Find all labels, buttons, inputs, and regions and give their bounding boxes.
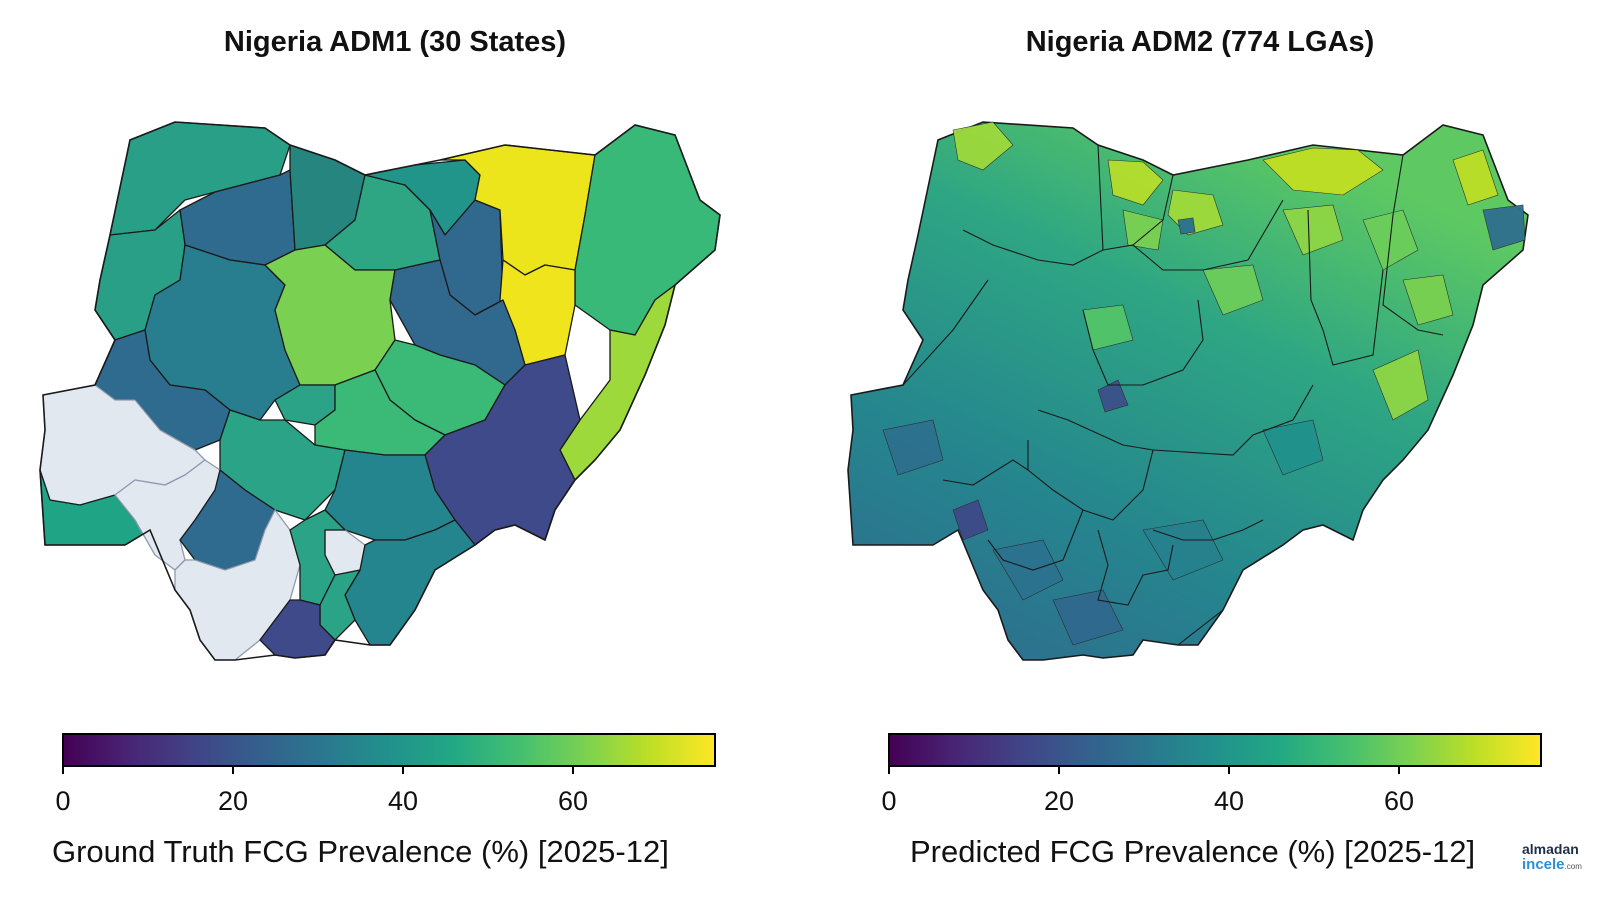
right-tick-label: 0 <box>881 786 897 816</box>
state-kogi[interactable] <box>219 409 346 521</box>
watermark-logo: almadan incele.com <box>1522 842 1600 882</box>
adm1-states-map <box>39 121 721 661</box>
left-tick-label: 40 <box>387 786 419 816</box>
right-tick-mark <box>1058 765 1060 774</box>
left-tick-mark <box>572 765 574 774</box>
left-tick-label: 0 <box>55 786 71 816</box>
state-cross-river[interactable] <box>344 519 476 646</box>
right-colorbar-label: Predicted FCG Prevalence (%) [2025-12] <box>910 834 1476 869</box>
state-borno[interactable] <box>574 124 721 336</box>
right-tick-label: 60 <box>1383 786 1415 816</box>
left-map-title: Nigeria ADM1 (30 States) <box>223 26 567 58</box>
right-colorbar <box>888 733 1542 767</box>
right-colorbar-gradient <box>890 735 1540 765</box>
left-tick-mark <box>62 765 64 774</box>
left-colorbar-gradient <box>64 735 714 765</box>
right-tick-label: 40 <box>1213 786 1245 816</box>
right-tick-mark <box>888 765 890 774</box>
watermark-line2: incele <box>1522 856 1565 873</box>
lga-patches <box>882 121 1526 646</box>
state-boundaries <box>902 144 1444 646</box>
watermark-suffix: .com <box>1564 862 1582 871</box>
right-tick-label: 20 <box>1043 786 1075 816</box>
right-map-base <box>847 121 1529 661</box>
watermark-line1: almadan <box>1522 841 1579 857</box>
left-tick-mark <box>402 765 404 774</box>
left-colorbar-label: Ground Truth FCG Prevalence (%) [2025-12… <box>52 834 669 869</box>
left-colorbar <box>62 733 716 767</box>
left-tick-mark <box>232 765 234 774</box>
left-tick-label: 60 <box>557 786 589 816</box>
left-map-outline <box>39 121 721 661</box>
adm2-lga-map <box>847 121 1529 661</box>
left-tick-label: 20 <box>217 786 249 816</box>
right-map-title: Nigeria ADM2 (774 LGAs) <box>1025 26 1375 58</box>
right-tick-mark <box>1398 765 1400 774</box>
right-tick-mark <box>1228 765 1230 774</box>
